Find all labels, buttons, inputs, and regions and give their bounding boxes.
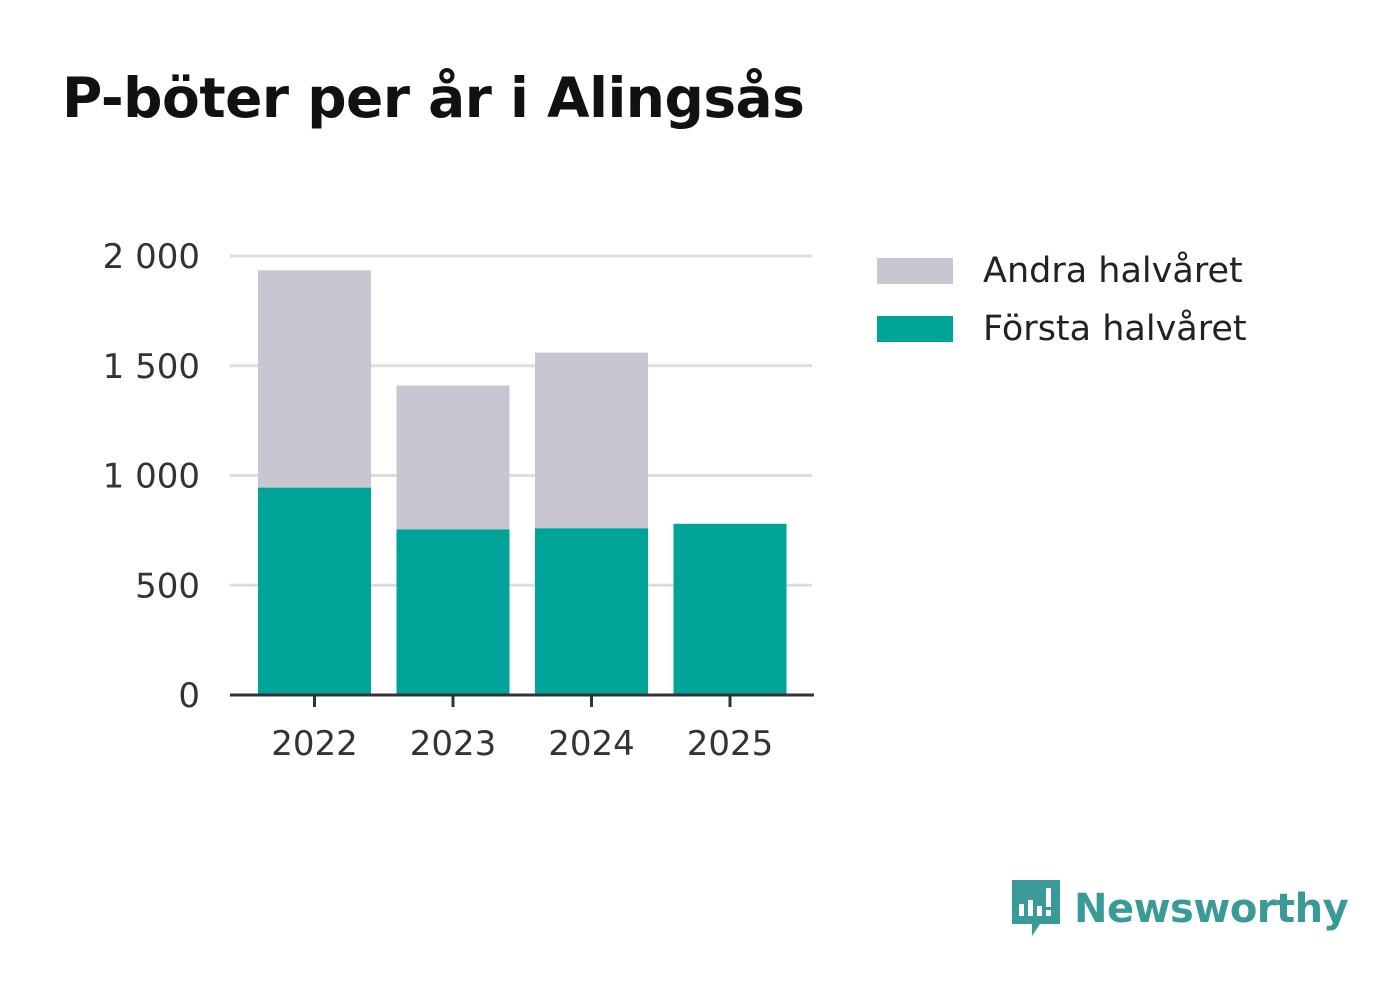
x-tick-label: 2024 <box>548 724 635 764</box>
y-tick-label: 1 500 <box>103 347 200 387</box>
legend: Andra halvåret Första halvåret <box>877 242 1247 358</box>
bar-andra-2023 <box>396 385 510 530</box>
chart-title: P-böter per år i Alingsås <box>62 66 805 130</box>
legend-label-andra: Andra halvåret <box>983 251 1243 291</box>
bar-forsta-2024 <box>535 528 648 695</box>
x-axis-ticks: 2022 2023 2024 2025 <box>271 695 773 764</box>
bar-forsta-2022 <box>258 487 371 695</box>
legend-item-forsta: Första halvåret <box>877 300 1247 358</box>
bar-andra-2022 <box>258 270 371 488</box>
x-tick-label: 2022 <box>271 724 358 764</box>
legend-label-forsta: Första halvåret <box>983 309 1247 349</box>
newsworthy-logo-icon <box>1012 880 1060 936</box>
y-tick-label: 500 <box>135 566 200 606</box>
y-tick-label: 2 000 <box>103 237 200 277</box>
bar-forsta-2025 <box>673 523 787 695</box>
y-tick-label: 1 000 <box>103 457 200 497</box>
legend-swatch-forsta <box>877 316 953 342</box>
y-axis-ticks: 0 500 1 000 1 500 2 000 <box>103 237 200 716</box>
legend-item-andra: Andra halvåret <box>877 242 1247 300</box>
bar-andra-2024 <box>535 352 648 529</box>
x-tick-label: 2025 <box>687 724 774 764</box>
bar-forsta-2023 <box>396 529 510 695</box>
brand-name: Newsworthy <box>1074 886 1349 932</box>
x-tick-label: 2023 <box>410 724 497 764</box>
brand: Newsworthy <box>1010 878 1349 940</box>
bars <box>258 270 787 695</box>
legend-swatch-andra <box>877 258 953 284</box>
y-tick-label: 0 <box>178 676 200 716</box>
